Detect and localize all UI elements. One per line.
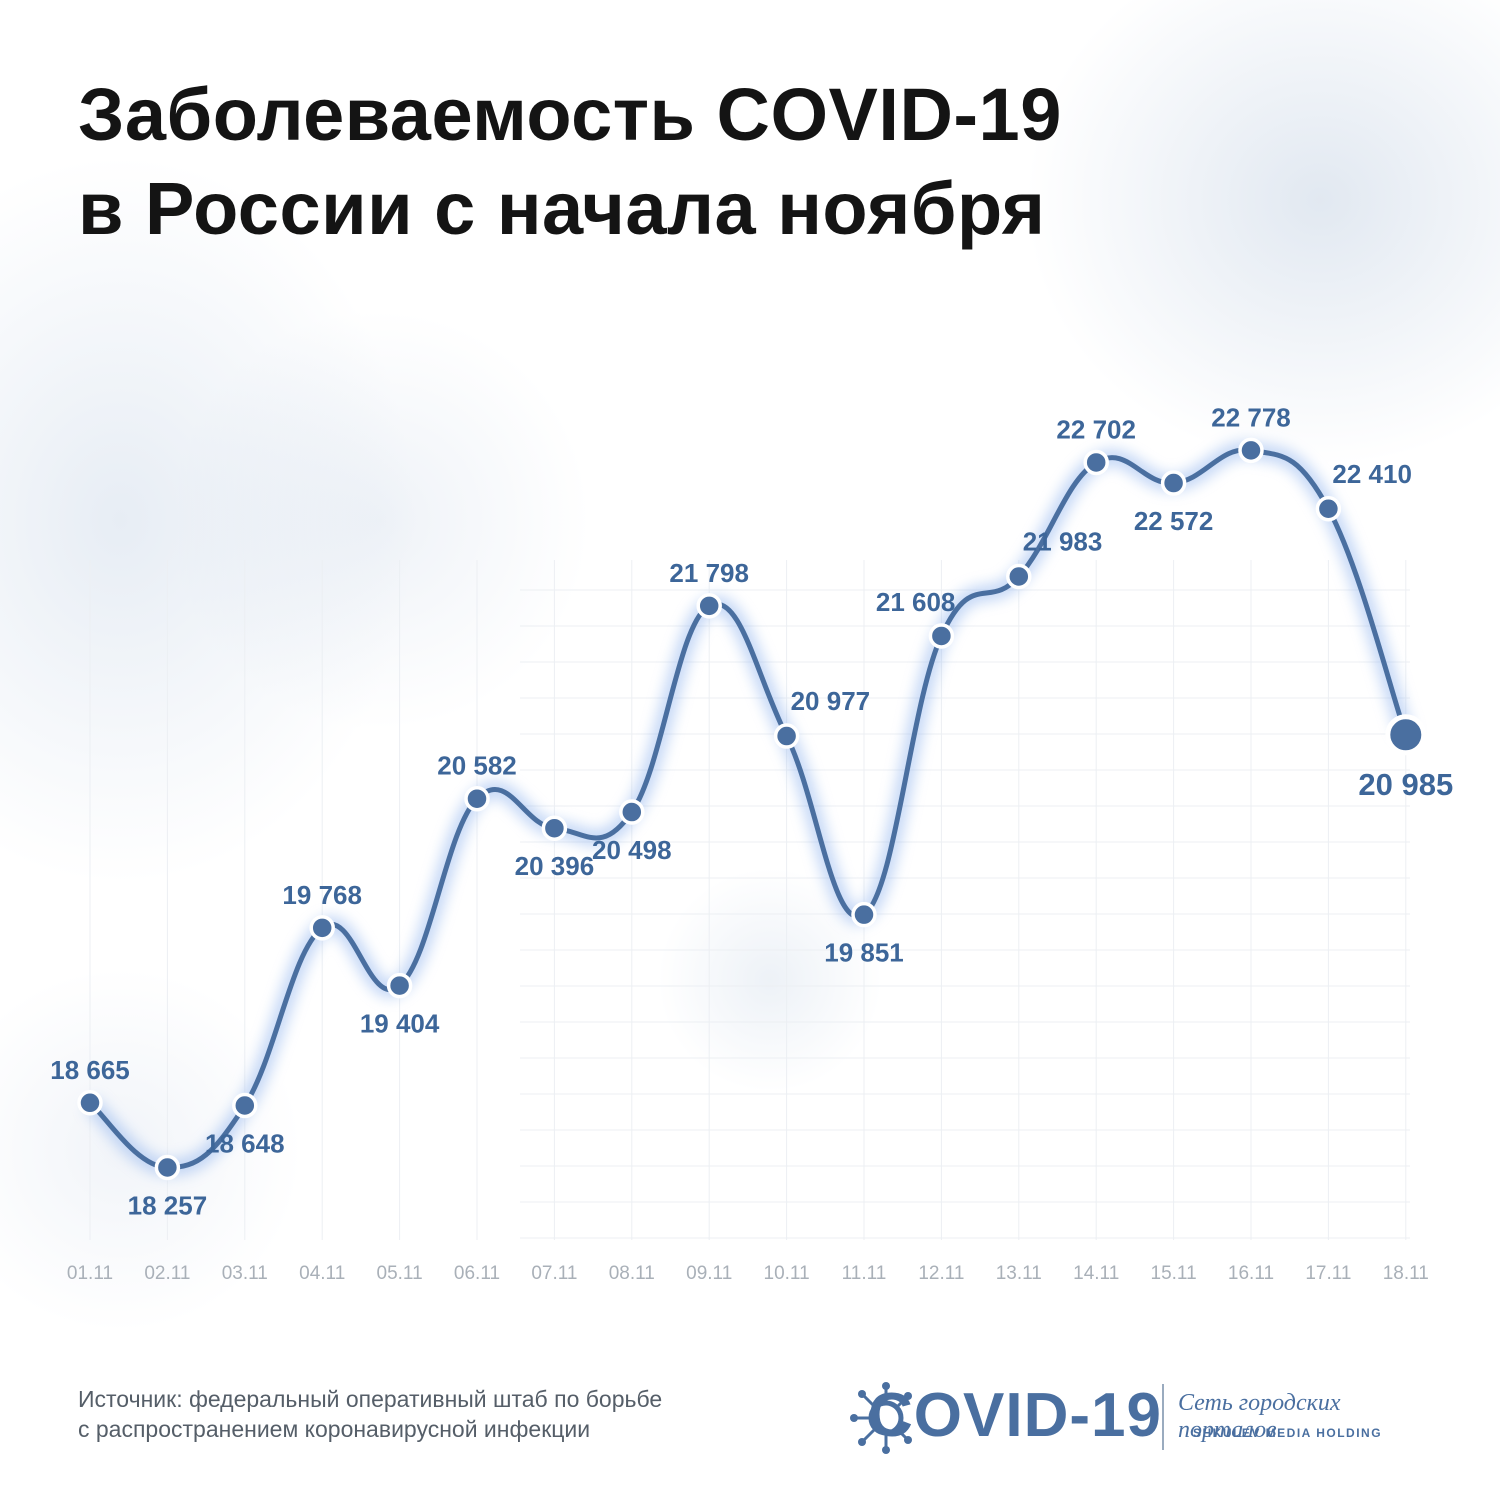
x-tick-label: 07.11 [531, 1263, 577, 1284]
x-tick-label: 12.11 [918, 1263, 964, 1284]
data-label: 22 410 [1332, 459, 1412, 489]
data-label: 22 572 [1134, 506, 1214, 536]
x-tick-label: 16.11 [1228, 1263, 1274, 1284]
data-point [1315, 496, 1342, 522]
x-tick-label: 18.11 [1383, 1263, 1429, 1284]
x-tick-label: 15.11 [1151, 1263, 1197, 1284]
x-tick-label: 11.11 [842, 1263, 887, 1284]
data-label: 20 582 [437, 751, 517, 781]
data-point [773, 723, 800, 749]
x-tick-label: 04.11 [299, 1263, 345, 1284]
x-tick-label: 03.11 [222, 1263, 268, 1284]
chart-grid [89, 560, 1410, 1240]
data-label: 19 404 [360, 1009, 440, 1039]
x-tick-label: 05.11 [377, 1263, 423, 1284]
data-label: 20 985 [1358, 767, 1453, 802]
data-point [309, 915, 335, 941]
data-label: 22 778 [1211, 402, 1291, 432]
source-line-1: Источник: федеральный оперативный штаб п… [78, 1386, 663, 1412]
data-point [232, 1092, 258, 1119]
data-point [1238, 437, 1264, 464]
data-labels: 18 665 18 257 18 648 19 768 19 404 20 582 20 3… [50, 402, 1453, 1220]
data-point [386, 972, 413, 999]
data-label: 18 648 [205, 1128, 285, 1158]
data-label: 21 798 [669, 558, 749, 588]
data-label: 22 702 [1056, 414, 1136, 444]
virus-icon [850, 1382, 912, 1454]
x-tick-label: 10.11 [764, 1263, 810, 1284]
data-point [696, 593, 722, 619]
x-tick-label: 08.11 [609, 1263, 655, 1284]
brand-logo: COVID-19 Сеть городских порталов SHKULEV… [848, 1370, 1428, 1460]
data-label: 19 768 [282, 880, 362, 910]
x-tick-label: 01.11 [67, 1263, 113, 1284]
data-label: 19 851 [824, 938, 904, 968]
data-point [619, 799, 645, 825]
data-point [541, 815, 568, 841]
data-label: 18 257 [128, 1191, 208, 1221]
source-note: Источник: федеральный оперативный штаб п… [78, 1384, 662, 1444]
x-tick-label: 06.11 [454, 1263, 500, 1284]
source-line-2: с распространением коронавирусной инфекц… [78, 1416, 591, 1442]
data-point [1083, 449, 1109, 476]
brand-divider [1162, 1384, 1164, 1450]
data-point-latest [1385, 714, 1427, 756]
x-tick-label: 02.11 [144, 1263, 190, 1284]
data-label: 20 396 [515, 851, 595, 881]
data-label: 18 665 [50, 1055, 130, 1085]
brand-holding: SHKULEV MEDIA HOLDING [1193, 1426, 1383, 1440]
x-tick-label: 09.11 [686, 1263, 732, 1284]
title-line-2: в России с начала ноября [78, 167, 1046, 250]
data-point [77, 1090, 103, 1116]
page-title: Заболеваемость COVID-19 в России с начал… [78, 68, 1062, 256]
data-label: 21 983 [1023, 526, 1103, 556]
data-label: 21 608 [876, 587, 956, 617]
brand-network: Сеть городских порталов [1178, 1390, 1341, 1443]
brand-logo-text: COVID-19 [868, 1381, 1162, 1450]
data-point [154, 1154, 181, 1181]
data-point [1160, 470, 1187, 496]
data-points [77, 437, 1427, 1181]
x-tick-label: 14.11 [1073, 1263, 1119, 1284]
title-line-1: Заболеваемость COVID-19 [78, 73, 1062, 156]
data-point [464, 785, 490, 812]
x-tick-label: 13.11 [996, 1263, 1042, 1284]
data-point [928, 623, 955, 649]
x-axis-ticks: 01.11 02.11 03.11 04.11 05.11 06.11 07.11 08.11… [67, 1263, 1429, 1284]
data-point [851, 901, 877, 928]
data-label: 20 498 [592, 835, 672, 865]
data-label: 20 977 [791, 686, 871, 716]
x-tick-label: 17.11 [1305, 1263, 1351, 1284]
data-point [1006, 563, 1032, 590]
